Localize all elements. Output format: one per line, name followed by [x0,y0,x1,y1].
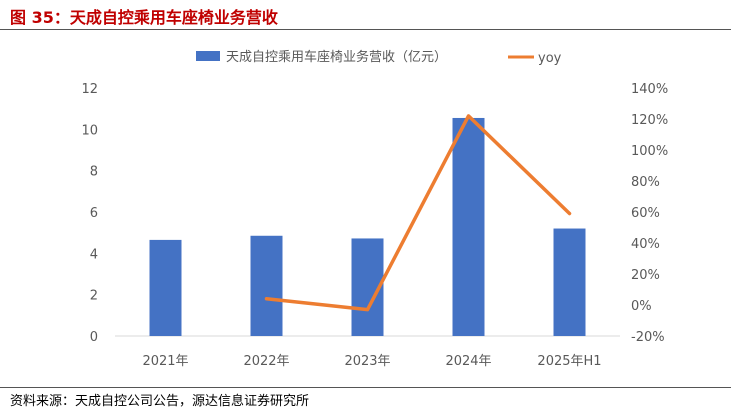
y-right-tick-label: 140% [631,82,668,97]
x-tick-label: 2022年 [243,354,289,369]
source-note: 资料来源：天成自控公司公告，源达信息证券研究所 [10,394,310,409]
bar [452,117,485,336]
bar [250,235,283,336]
x-tick-label: 2023年 [344,354,390,369]
y-left-tick-label: 6 [90,206,98,221]
y-right-tick-label: -20% [631,330,665,345]
bar [149,239,182,336]
y-right-tick-label: 120% [631,113,668,128]
x-tick-label: 2024年 [445,354,491,369]
chart: 天成自控乘用车座椅业务营收（亿元） yoy 0 2 4 6 8 10 12 -20% 0% 20% 40… [81,49,668,369]
legend-bar-label: 天成自控乘用车座椅业务营收（亿元） [226,49,447,65]
y-left-tick-label: 12 [81,82,98,97]
y-right-tick-label: 0% [631,299,652,314]
y-left-tick-label: 2 [90,289,98,304]
y-left-tick-label: 10 [81,123,98,138]
x-tick-label: 2021年 [142,354,188,369]
chart-title: 图 35：天成自控乘用车座椅业务营收 [10,8,278,27]
legend-bar-swatch [196,51,220,61]
y-right-tick-label: 100% [631,144,668,159]
y-right-tick-label: 60% [631,206,660,221]
y-left-tick-label: 0 [90,330,98,345]
y-right-tick-label: 80% [631,175,660,190]
legend-line-label: yoy [538,51,562,66]
y-left-tick-label: 8 [90,165,98,180]
y-right-tick-label: 40% [631,237,660,252]
top-rule [0,29,731,30]
bottom-rule [0,387,731,388]
bar [553,228,586,336]
y-right-tick-label: 20% [631,268,660,283]
yoy-line [264,114,572,312]
y-left-tick-label: 4 [90,247,98,262]
x-tick-label: 2025年H1 [537,354,601,369]
